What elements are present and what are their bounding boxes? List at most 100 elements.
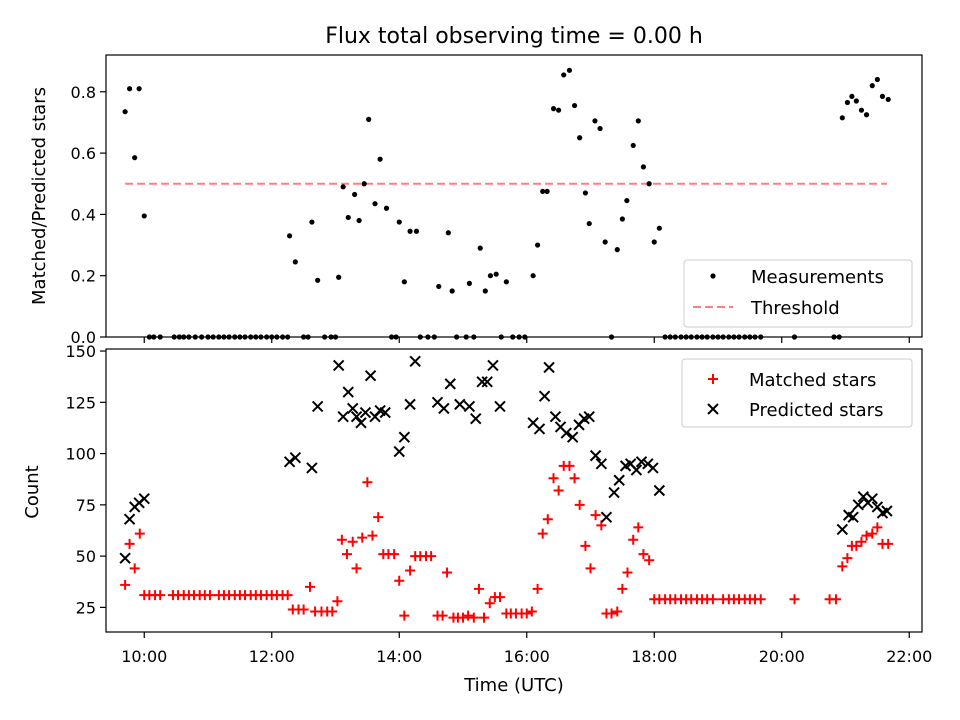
measurement-point bbox=[345, 214, 351, 221]
matched-star-point bbox=[134, 528, 145, 539]
predicted-legend-marker bbox=[707, 403, 719, 415]
measurement-point bbox=[602, 239, 608, 245]
matched-star-point bbox=[585, 563, 596, 574]
matched-legend-marker bbox=[708, 374, 718, 384]
ratio-y-axis-label: Matched/Predicted stars bbox=[29, 87, 50, 305]
matched-star-point bbox=[569, 473, 580, 484]
measurement-point bbox=[366, 116, 372, 122]
matched-star-point bbox=[367, 530, 378, 541]
measurement-point bbox=[372, 201, 378, 207]
matched-star-point bbox=[606, 608, 617, 619]
matched-star-point bbox=[394, 575, 405, 586]
predicted-star-point bbox=[608, 486, 620, 499]
count-plot-frame bbox=[105, 348, 923, 633]
ratio-plot-area bbox=[122, 67, 891, 340]
matched-star-point bbox=[124, 538, 135, 549]
predicted-star-point bbox=[487, 359, 499, 372]
matched-star-point bbox=[872, 522, 883, 533]
matched-star-point bbox=[574, 499, 585, 510]
matched-star-point bbox=[484, 598, 495, 609]
predicted-star-point bbox=[866, 492, 878, 505]
measurement-point bbox=[571, 102, 578, 109]
matched-star-point bbox=[837, 561, 848, 572]
predicted-star-point bbox=[481, 376, 493, 388]
matched-star-point bbox=[830, 594, 841, 605]
measurement-point bbox=[863, 112, 870, 118]
measurement-point bbox=[141, 213, 147, 219]
predicted-star-point bbox=[409, 355, 421, 368]
measurement-point bbox=[315, 277, 321, 283]
measurement-point bbox=[624, 197, 630, 204]
predicted-star-point bbox=[337, 410, 349, 423]
x-tick-label: 22:00 bbox=[886, 647, 932, 666]
matched-star-point bbox=[373, 512, 384, 523]
predicted-star-point bbox=[847, 511, 859, 523]
measurement-point bbox=[849, 93, 855, 99]
measurement-point bbox=[340, 184, 346, 190]
matched-star-point bbox=[633, 522, 644, 533]
predicted-star-point bbox=[332, 359, 345, 372]
count-y-tick-label: 150 bbox=[65, 342, 96, 361]
measurement-point bbox=[561, 72, 567, 78]
count-legend: Matched stars Predicted stars bbox=[681, 358, 913, 428]
measurement-point bbox=[858, 107, 865, 113]
measurement-point bbox=[466, 280, 472, 286]
measurement-point bbox=[477, 245, 483, 251]
predicted-star-point bbox=[359, 406, 372, 419]
predicted-star-point bbox=[438, 402, 450, 415]
matched-star-point bbox=[298, 604, 309, 615]
measurement-point bbox=[493, 271, 499, 277]
matched-star-point bbox=[564, 460, 575, 471]
measurement-point bbox=[413, 228, 420, 234]
measurement-point bbox=[436, 283, 442, 290]
count-y-axis-label: Count bbox=[22, 465, 43, 518]
count-axes: 25 50 75 100 125 150 10:00 12:00 14:00 16:00 18:00… bbox=[65, 342, 932, 666]
predicted-star-point bbox=[398, 431, 411, 443]
matched-star-point bbox=[789, 594, 800, 605]
measurement-point bbox=[377, 156, 383, 162]
matched-star-point bbox=[336, 534, 347, 545]
matched-star-point bbox=[612, 606, 623, 617]
predicted-star-point bbox=[566, 431, 579, 443]
ratio-y-tick-label: 0.8 bbox=[71, 83, 96, 102]
measurement-point bbox=[592, 118, 598, 124]
measurement-point bbox=[544, 188, 550, 195]
matched-star-point bbox=[617, 583, 628, 594]
matched-star-point bbox=[842, 553, 853, 564]
predicted-star-point bbox=[549, 410, 562, 423]
matched-star-point bbox=[526, 606, 537, 617]
predicted-star-point bbox=[463, 400, 476, 413]
matched-star-point bbox=[458, 612, 468, 623]
matched-star-point bbox=[426, 551, 437, 562]
measurement-point bbox=[356, 217, 362, 224]
count-plot-area bbox=[119, 355, 894, 623]
predicted-star-point bbox=[311, 400, 324, 413]
measurement-point bbox=[577, 135, 583, 141]
matched-star-point bbox=[155, 590, 166, 601]
predicted-star-point bbox=[364, 369, 377, 382]
measurement-point bbox=[352, 191, 358, 198]
predicted-star-point bbox=[404, 398, 416, 411]
predicted-star-point bbox=[881, 505, 893, 517]
matched-star-point bbox=[622, 567, 633, 578]
matched-star-point bbox=[479, 612, 490, 623]
measurement-point bbox=[396, 219, 402, 225]
measurement-point bbox=[407, 228, 413, 234]
measurement-point bbox=[292, 259, 298, 265]
predicted-star-point bbox=[306, 462, 318, 474]
measurement-point bbox=[336, 274, 342, 280]
matched-star-point bbox=[468, 612, 479, 623]
measurement-point bbox=[383, 205, 390, 211]
matched-star-point bbox=[521, 608, 532, 619]
matched-star-point bbox=[389, 549, 400, 560]
matched-star-point bbox=[548, 473, 559, 484]
predicted-star-point bbox=[647, 462, 659, 474]
predicted-star-point bbox=[379, 406, 391, 419]
measurement-point bbox=[614, 247, 620, 253]
x-tick-label: 12:00 bbox=[249, 647, 295, 666]
matched-star-point bbox=[628, 534, 639, 545]
measurement-point bbox=[309, 219, 315, 225]
ratio-y-tick-label: 0.4 bbox=[71, 205, 96, 224]
matched-star-point bbox=[399, 610, 410, 621]
predicted-star-point bbox=[476, 376, 488, 388]
